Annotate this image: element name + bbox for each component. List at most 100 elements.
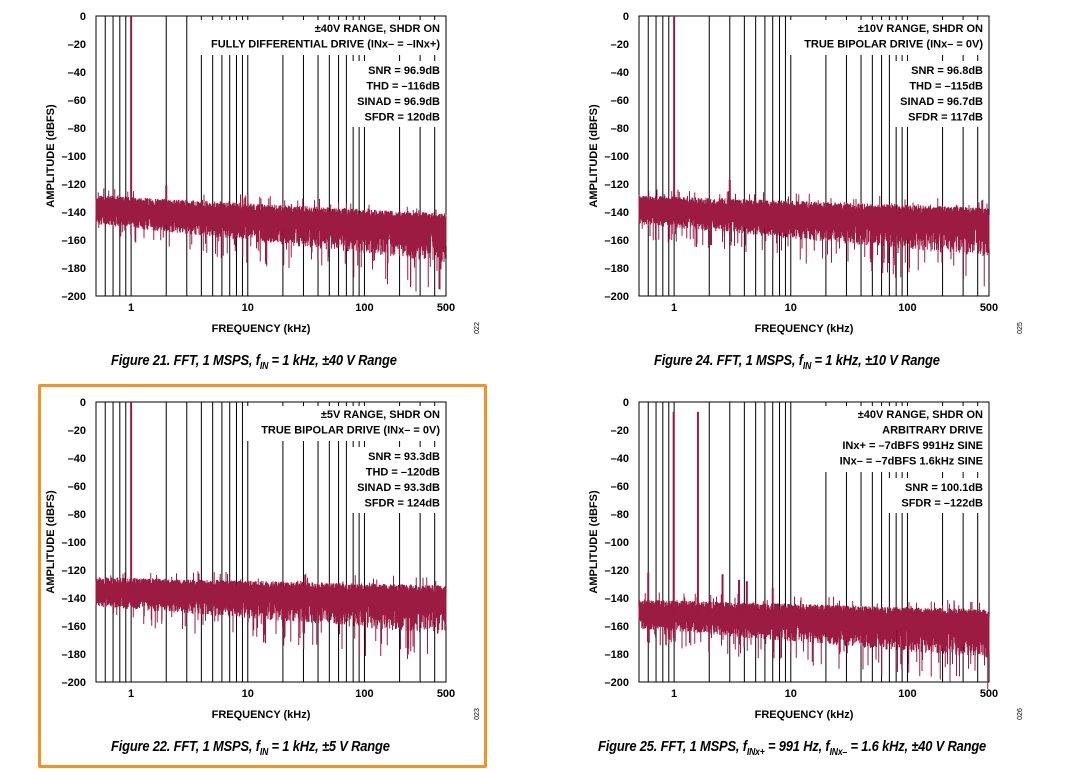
figure-21-panel: 0 –20 –40 –60 –80 –100 –120 –140 –160 –180 –200 1 10…: [0, 0, 537, 386]
stats-line: SNR = 96.9dB: [368, 65, 440, 77]
x-tick-label: 500: [437, 302, 455, 314]
x-axis-label: FREQUENCY (kHz): [755, 709, 854, 721]
tone-spike: [721, 574, 724, 618]
figure-22-panel: 0 –20 –40 –60 –80 –100 –120 –140 –160 –180 –200 1 10…: [0, 386, 537, 772]
tone-spike: [130, 16, 133, 213]
x-axis-label: FREQUENCY (kHz): [212, 709, 311, 721]
y-tick-label: 0: [623, 397, 629, 409]
y-tick-label: –200: [605, 291, 629, 303]
y-tick-label: –80: [611, 123, 629, 135]
y-tick-label: –40: [68, 453, 86, 465]
noise-trace: [95, 571, 447, 659]
tone-spike: [745, 581, 748, 618]
annotation-line: FULLY DIFFERENTIAL DRIVE (INx– = –INx+): [211, 39, 440, 51]
y-axis-label: AMPLITUDE (dBFS): [588, 490, 600, 594]
y-tick-label: –120: [62, 179, 86, 191]
annotation-line: TRUE BIPOLAR DRIVE (INx– = 0V): [261, 425, 440, 437]
x-tick-label: 1: [128, 688, 134, 700]
annotation-line: ±10V RANGE, SHDR ON: [858, 23, 983, 35]
x-tick-label: 100: [898, 688, 916, 700]
y-tick-label: –180: [62, 263, 86, 275]
x-tick-label: 1: [671, 302, 677, 314]
stats-line: THD = –120dB: [366, 467, 440, 479]
y-tick-label: –160: [605, 621, 629, 633]
caption-text: Figure 24. FFT, 1 MSPS, f: [654, 352, 803, 369]
y-axis-label: AMPLITUDE (dBFS): [45, 490, 57, 594]
stats-line: THD = –115dB: [909, 81, 983, 93]
grid: [647, 16, 979, 296]
figure-24-caption: Figure 24. FFT, 1 MSPS, fIN = 1 kHz, ±10…: [654, 352, 940, 372]
plot-frame: [95, 15, 447, 297]
y-tick-label: –140: [605, 593, 629, 605]
annotation-block: ±40V RANGE, SHDR ON ARBITRARY DRIVE INx+ =…: [808, 406, 985, 513]
caption-subscript: IN: [259, 747, 269, 758]
y-tick-label: –140: [605, 207, 629, 219]
tone-spike: [672, 411, 675, 616]
x-tick-label: 10: [785, 688, 797, 700]
figure-id: 026: [1017, 708, 1024, 720]
figure-24-chart: 0 –20 –40 –60 –80 –100 –120 –140 –160 –180 –200 1 10…: [588, 11, 1024, 335]
annotation-line: ±40V RANGE, SHDR ON: [858, 409, 983, 421]
annotation-bg: [788, 20, 985, 55]
annotation-line: ±40V RANGE, SHDR ON: [315, 23, 440, 35]
x-axis-label: FREQUENCY (kHz): [212, 323, 311, 335]
stats-line: SNR = 96.8dB: [911, 65, 983, 77]
tone-spike: [130, 402, 133, 594]
annotation-bg: [190, 20, 442, 55]
stats-line: THD = –116dB: [366, 81, 440, 93]
x-tick-label: 1: [128, 302, 134, 314]
y-tick-label: –200: [605, 677, 629, 689]
annotation-line: ARBITRARY DRIVE: [882, 425, 983, 437]
y-tick-label: –200: [62, 291, 86, 303]
stats-bg: [893, 61, 985, 127]
y-tick-label: –160: [62, 621, 86, 633]
x-tick-label: 10: [242, 302, 254, 314]
y-tick-label: 0: [80, 397, 86, 409]
x-tick-label: 1: [671, 688, 677, 700]
y-tick-label: –80: [68, 509, 86, 521]
tone-spike: [673, 16, 676, 212]
tone-spike: [771, 588, 774, 619]
figure-22-caption: Figure 22. FFT, 1 MSPS, fIN = 1 kHz, ±5 …: [111, 738, 390, 758]
y-axis-label: AMPLITUDE (dBFS): [45, 104, 57, 208]
y-tick-label: 0: [80, 11, 86, 23]
y-tick-label: –100: [605, 151, 629, 163]
y-tick-label: –20: [611, 425, 629, 437]
annotation-block: ±10V RANGE, SHDR ON TRUE BIPOLAR DRIVE (I…: [788, 20, 985, 127]
x-tick-label: 100: [355, 688, 373, 700]
stats-line: SFDR = 120dB: [365, 112, 441, 124]
stats-line: SINAD = 93.3dB: [357, 482, 440, 494]
y-tick-label: –60: [68, 95, 86, 107]
stats-bg: [888, 478, 985, 513]
tone-spike: [165, 185, 168, 215]
y-tick-label: –100: [62, 537, 86, 549]
stats-line: SFDR = 117dB: [908, 112, 983, 124]
annotation-line: INx– = –7dBFS 1.6kHz SINE: [840, 456, 983, 468]
plot-frame: [638, 401, 990, 683]
stats-bg: [350, 61, 442, 127]
y-tick-label: –60: [68, 481, 86, 493]
y-tick-label: –40: [68, 67, 86, 79]
stats-line: SNR = 93.3dB: [368, 451, 440, 463]
stats-line: SINAD = 96.9dB: [357, 96, 440, 108]
y-tick-label: –120: [62, 565, 86, 577]
y-tick-label: –40: [611, 67, 629, 79]
y-tick-label: –20: [68, 425, 86, 437]
y-tick-label: –180: [605, 263, 629, 275]
annotation-block: ±40V RANGE, SHDR ON FULLY DIFFERENTIAL DR…: [190, 20, 442, 127]
annotation-line: INx+ = –7dBFS 991Hz SINE: [842, 440, 983, 452]
figure-21-caption: Figure 21. FFT, 1 MSPS, fIN = 1 kHz, ±40…: [111, 352, 397, 372]
caption-text: = 1 kHz, ±10 V Range: [811, 352, 940, 369]
plot-frame: [638, 15, 990, 297]
figure-25-chart: 0 –20 –40 –60 –80 –100 –120 –140 –160 –180 –200 1 10…: [588, 397, 1024, 721]
stats-line: SFDR = –122dB: [901, 498, 983, 510]
caption-text: = 991 Hz, f: [764, 738, 830, 755]
x-tick-label: 100: [355, 302, 373, 314]
tone-spike: [696, 411, 699, 617]
caption-text: = 1.6 kHz, ±40 V Range: [847, 738, 987, 755]
x-tick-label: 10: [785, 302, 797, 314]
figure-21-chart: 0 –20 –40 –60 –80 –100 –120 –140 –160 –180 –200 1 10…: [45, 11, 481, 335]
caption-text: Figure 21. FFT, 1 MSPS, f: [111, 352, 260, 369]
figure-id: 023: [474, 708, 481, 720]
tone-spike: [738, 579, 741, 618]
